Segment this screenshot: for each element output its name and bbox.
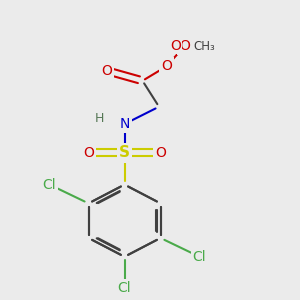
Text: O: O [171,39,182,53]
Text: H: H [94,111,104,125]
Text: O: O [155,146,166,160]
Text: CH₃: CH₃ [193,40,215,53]
Text: O: O [179,39,190,53]
Text: Cl: Cl [118,281,131,296]
Text: O: O [83,146,94,160]
Text: O: O [101,64,112,78]
Text: O: O [161,59,172,73]
Text: S: S [119,146,130,160]
Text: Cl: Cl [43,178,56,192]
Text: Cl: Cl [193,250,206,264]
Text: N: N [119,117,130,131]
Text: H: H [94,112,104,125]
